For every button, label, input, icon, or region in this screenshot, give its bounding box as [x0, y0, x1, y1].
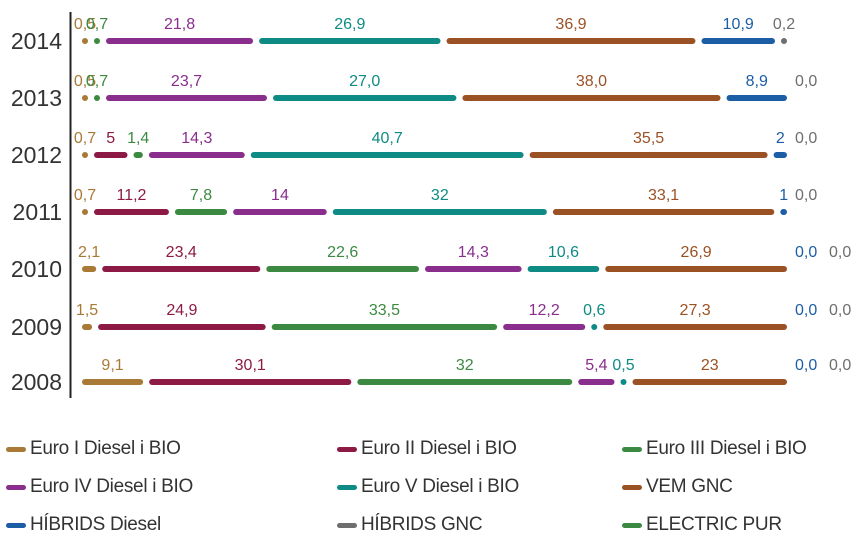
data-label: 38,0: [576, 73, 607, 90]
data-label: 0,7: [74, 187, 96, 204]
legend-label: HÍBRIDS GNC: [361, 514, 483, 535]
y-axis-labels: 2014 2013 2012 2011 2010 2009 2008: [11, 28, 62, 395]
data-label-zero: 0,0: [829, 302, 851, 319]
data-label-zero: 0,0: [829, 244, 851, 261]
data-label: 0,5: [74, 73, 96, 90]
legend-label: VEM GNC: [646, 476, 733, 497]
legend-label: ELECTRIC PUR: [646, 514, 782, 535]
legend-swatch: [337, 446, 357, 452]
data-label: 40,7: [372, 130, 403, 147]
y-tick-label: 2010: [11, 256, 62, 282]
data-label: 12,2: [529, 302, 560, 319]
data-label-zero: 0,0: [795, 187, 817, 204]
legend-label: HÍBRIDS Diesel: [30, 514, 161, 535]
data-label: 0,5: [74, 16, 96, 33]
data-label-zero: 0,0: [795, 302, 817, 319]
legend-label: Euro III Diesel i BIO: [646, 438, 807, 459]
data-label-zero: 0,0: [795, 357, 817, 374]
legend-item: ELECTRIC PUR: [622, 512, 782, 538]
data-label: 11,2: [116, 187, 146, 204]
y-tick-label: 2013: [11, 85, 62, 111]
data-label: 0,7: [86, 16, 108, 33]
legend-swatch: [622, 484, 642, 490]
data-label: 5: [106, 130, 115, 147]
data-label-zero: 0,0: [795, 130, 817, 147]
data-label: 36,9: [555, 16, 586, 33]
data-label: 21,8: [164, 16, 195, 33]
data-label: 10,9: [723, 16, 754, 33]
y-tick-label: 2014: [11, 28, 62, 54]
data-label: 26,9: [681, 244, 712, 261]
data-label: 14,3: [181, 130, 212, 147]
data-label: 9,1: [101, 357, 123, 374]
legend-item: HÍBRIDS Diesel: [6, 512, 161, 538]
legend-item: Euro IV Diesel i BIO: [6, 474, 193, 500]
data-label: 14,3: [458, 244, 489, 261]
legend-swatch: [622, 522, 642, 528]
legend-item: VEM GNC: [622, 474, 733, 500]
legend-item: Euro V Diesel i BIO: [337, 474, 519, 500]
data-labels-layer: 0,50,7 21,8 26,9 36,9 10,9 0,20,50,7 23,7 27,0 3…: [74, 16, 851, 374]
data-label: 23,7: [171, 73, 202, 90]
legend-item: Euro II Diesel i BIO: [337, 436, 517, 462]
legend-swatch: [6, 446, 26, 452]
data-label: 1: [779, 187, 788, 204]
data-label: 1,4: [127, 130, 149, 147]
data-label: 14: [271, 187, 289, 204]
data-label: 5,4: [585, 357, 607, 374]
data-label: 1,5: [76, 302, 98, 319]
bars-layer: [82, 38, 788, 385]
legend-swatch: [6, 484, 26, 490]
data-label: 0,7: [74, 130, 96, 147]
data-label: 10,6: [548, 244, 579, 261]
data-label: 24,9: [166, 302, 197, 319]
y-tick-label: 2012: [11, 142, 62, 168]
legend-swatch: [337, 484, 357, 490]
data-label: 0,5: [612, 357, 634, 374]
data-label: 0,7: [86, 73, 108, 90]
y-tick-label: 2011: [13, 199, 62, 225]
data-label: 8,9: [746, 73, 768, 90]
data-label: 0,2: [773, 16, 795, 33]
legend-swatch: [622, 446, 642, 452]
legend: Euro I Diesel i BIO Euro II Diesel i BIO E…: [0, 430, 857, 538]
y-tick-label: 2008: [11, 369, 62, 395]
data-label: 32: [456, 357, 474, 374]
legend-swatch: [6, 522, 26, 528]
legend-label: Euro II Diesel i BIO: [361, 438, 517, 459]
legend-swatch: [337, 522, 357, 528]
data-label: 32: [431, 187, 449, 204]
data-label: 7,8: [190, 187, 212, 204]
data-label: 2,1: [78, 244, 100, 261]
data-label: 30,1: [235, 357, 266, 374]
data-label: 23: [701, 357, 719, 374]
data-label: 2: [776, 130, 785, 147]
data-label: 0,6: [583, 302, 605, 319]
data-label: 23,4: [166, 244, 197, 261]
data-label: 26,9: [334, 16, 365, 33]
data-label: 27,3: [680, 302, 711, 319]
data-label-zero: 0,0: [795, 244, 817, 261]
legend-item: Euro I Diesel i BIO: [6, 436, 181, 462]
data-label: 35,5: [633, 130, 664, 147]
legend-item: Euro III Diesel i BIO: [622, 436, 807, 462]
data-label-zero: 0,0: [795, 73, 817, 90]
legend-label: Euro I Diesel i BIO: [30, 438, 181, 459]
legend-label: Euro IV Diesel i BIO: [30, 476, 193, 497]
data-label: 33,1: [648, 187, 679, 204]
data-label: 22,6: [327, 244, 358, 261]
y-tick-label: 2009: [11, 314, 62, 340]
legend-label: Euro V Diesel i BIO: [361, 476, 519, 497]
legend-item: HÍBRIDS GNC: [337, 512, 483, 538]
data-label-zero: 0,0: [829, 357, 851, 374]
data-label: 27,0: [349, 73, 380, 90]
data-label: 33,5: [369, 302, 400, 319]
